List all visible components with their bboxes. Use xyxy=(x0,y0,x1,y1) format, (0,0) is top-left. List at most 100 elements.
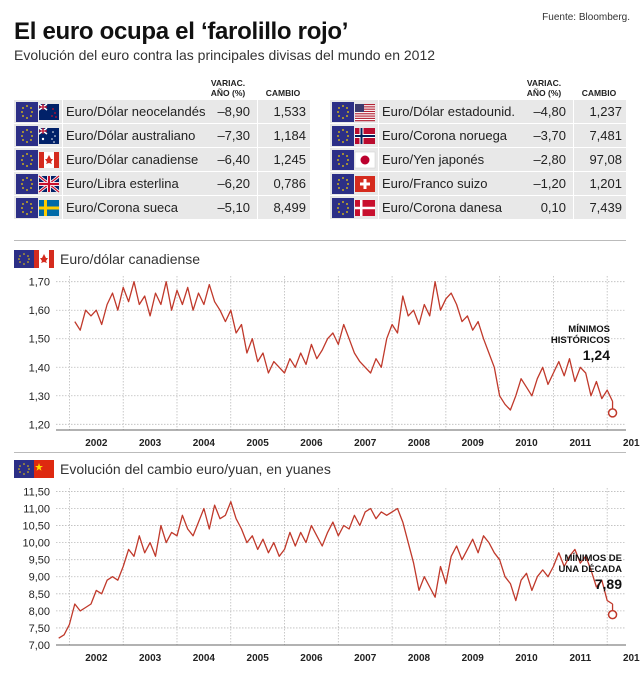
currency-pair-name: Euro/Dólar canadiense xyxy=(66,152,199,167)
series-line xyxy=(58,501,613,639)
eu-flag-icon xyxy=(332,198,354,218)
cell-separator xyxy=(62,172,63,196)
currency-table-right: VARIAC. AÑO (%) CAMBIO Euro/Dólar estadou… xyxy=(330,76,626,220)
flag-cell xyxy=(16,174,60,194)
eu-flag-icon xyxy=(16,102,38,122)
rate-value: 7,481 xyxy=(589,128,622,143)
flag-pair xyxy=(332,126,375,146)
table-header: VARIAC. AÑO (%) CAMBIO xyxy=(14,76,310,100)
variation-value: –5,10 xyxy=(217,200,250,215)
chart1-flags xyxy=(14,250,54,268)
rate-header: CAMBIO xyxy=(581,88,617,98)
x-tick-label: 2006 xyxy=(300,653,323,664)
cell-separator xyxy=(378,100,379,124)
variation-header-line1: VARIAC. xyxy=(526,78,562,88)
eu-flag-icon xyxy=(16,126,38,146)
cell-separator xyxy=(378,148,379,172)
y-tick-label: 11,50 xyxy=(23,486,50,498)
y-tick-label: 10,50 xyxy=(22,521,50,533)
eu-flag-icon xyxy=(332,102,354,122)
currency-pair-name: Euro/Dólar estadounid. xyxy=(382,104,515,119)
currency-pair-name: Euro/Libra esterlina xyxy=(66,176,179,191)
cell-separator xyxy=(257,172,258,196)
variation-value: –8,90 xyxy=(217,104,250,119)
variation-header-line2: AÑO (%) xyxy=(210,88,246,98)
x-tick-label: 2002 xyxy=(85,653,108,664)
flag-cell xyxy=(16,126,60,146)
variation-header: VARIAC. AÑO (%) xyxy=(514,78,574,98)
cell-separator xyxy=(257,124,258,148)
variation-value: –3,70 xyxy=(533,128,566,143)
table-row: Euro/Franco suizo –1,20 1,201 xyxy=(330,172,626,196)
variation-value: –6,40 xyxy=(217,152,250,167)
x-tick-label: 2010 xyxy=(515,438,538,449)
usa-flag-icon xyxy=(355,104,375,122)
chart1-annotation: MÍNIMOS HISTÓRICOS 1,24 xyxy=(551,324,610,364)
eu-flag-icon xyxy=(14,460,34,478)
flag-pair xyxy=(332,102,375,122)
eu-stars-icon xyxy=(337,129,349,143)
eu-flag-icon xyxy=(16,198,38,218)
rate-value: 1,201 xyxy=(589,176,622,191)
flag-cell xyxy=(332,150,376,170)
flag-cell xyxy=(16,150,60,170)
last-point-marker xyxy=(607,609,618,620)
eu-stars-icon xyxy=(337,105,349,119)
table-row: Euro/Corona sueca –5,10 8,499 xyxy=(14,196,310,220)
flag-pair xyxy=(16,150,59,170)
table-row: Euro/Dólar estadounid. –4,80 1,237 xyxy=(330,100,626,124)
y-tick-label: 1,40 xyxy=(29,362,50,374)
rate-value: 1,245 xyxy=(273,152,306,167)
cell-separator xyxy=(573,148,574,172)
flag-cell xyxy=(16,102,60,122)
y-tick-label: 10,00 xyxy=(22,538,50,550)
cell-separator xyxy=(62,196,63,220)
y-tick-label: 7,50 xyxy=(29,623,50,635)
chart2-flags xyxy=(14,460,54,478)
cell-separator xyxy=(62,100,63,124)
chart2-annotation-line2: UNA DÉCADA xyxy=(558,564,622,575)
denmark-flag-icon xyxy=(355,200,375,216)
rate-value: 1,237 xyxy=(589,104,622,119)
divider xyxy=(14,452,626,453)
y-tick-label: 9,00 xyxy=(29,572,50,584)
canada-flag-icon xyxy=(34,250,54,268)
x-tick-label: 2009 xyxy=(462,438,485,449)
cell-separator xyxy=(378,196,379,220)
cell-separator xyxy=(573,124,574,148)
flag-pair xyxy=(332,150,376,170)
rate-value: 1,184 xyxy=(273,128,306,143)
flag-cell xyxy=(332,174,376,194)
x-tick-label: 2008 xyxy=(408,438,431,449)
cell-separator xyxy=(573,196,574,220)
chart2-annotation-line1: MÍNIMOS DE xyxy=(564,553,622,564)
flag-pair xyxy=(332,198,375,218)
currency-pair-name: Euro/Corona noruega xyxy=(382,128,508,143)
flag-pair xyxy=(16,174,60,194)
flag-pair xyxy=(16,102,59,122)
currency-pair-name: Euro/Dólar australiano xyxy=(66,128,196,143)
x-tick-label: 2010 xyxy=(515,653,538,664)
flag-cell xyxy=(332,198,376,218)
variation-value: –1,20 xyxy=(533,176,566,191)
chart2-annotation-value: 7,89 xyxy=(594,576,622,592)
rate-value: 1,533 xyxy=(273,104,306,119)
flag-pair xyxy=(16,126,59,146)
cell-separator xyxy=(573,172,574,196)
x-tick-label: 2005 xyxy=(247,653,270,664)
last-point-marker xyxy=(607,408,618,418)
x-tick-label: 2003 xyxy=(139,438,162,449)
x-tick-label: 2012 xyxy=(623,653,640,664)
table-row: Euro/Corona noruega –3,70 7,481 xyxy=(330,124,626,148)
eu-stars-icon xyxy=(337,153,349,167)
y-tick-label: 8,00 xyxy=(29,606,50,618)
eu-stars-icon xyxy=(21,129,33,143)
flag-pair xyxy=(332,174,375,194)
chart1-euro-cad: 1,70 1,60 1,50 1,40 1,30 1,20 2002 2003 2004 2005… xyxy=(29,276,640,449)
variation-value: –6,20 xyxy=(217,176,250,191)
y-tick-label: 11,00 xyxy=(23,503,50,515)
cell-separator xyxy=(257,196,258,220)
y-tick-label: 1,60 xyxy=(29,305,50,317)
table-row: Euro/Dólar australiano –7,30 1,184 xyxy=(14,124,310,148)
flag-cell xyxy=(16,198,60,218)
